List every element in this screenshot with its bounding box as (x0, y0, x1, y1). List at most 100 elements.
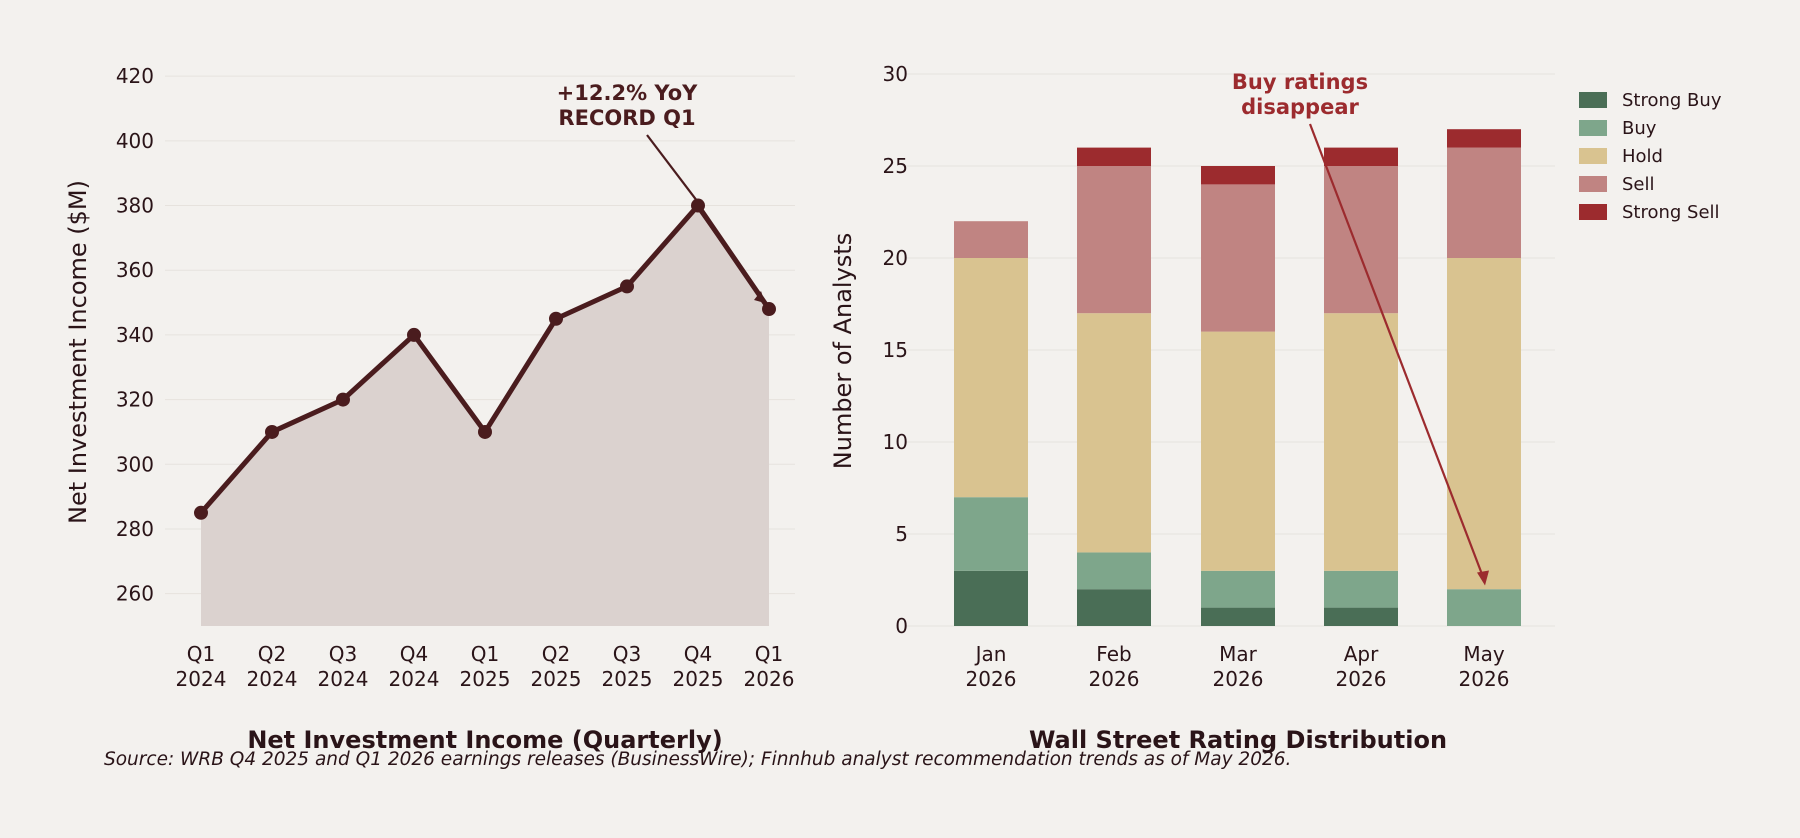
bar-buy-segment (1324, 570, 1398, 608)
ratings-x-tick-label-line-1: Feb (1096, 642, 1131, 666)
income-area (201, 205, 769, 627)
income-x-tick-label-line-1: Q3 (613, 642, 641, 666)
income-x-tick-label-line-1: Q1 (471, 642, 499, 666)
ratings-y-tick-label: 5 (895, 522, 908, 546)
income-x-tick-label-line-2: 2025 (602, 667, 653, 691)
income-data-point (194, 505, 208, 520)
ratings-bars (954, 129, 1521, 626)
income-y-axis-title: Net Investment Income ($M) (64, 180, 92, 524)
income-annotation-line-2: RECORD Q1 (558, 106, 695, 130)
ratings-y-tick-label: 25 (883, 154, 908, 178)
income-x-tick-label-line-1: Q2 (542, 642, 570, 666)
income-x-tick-label-line-2: 2025 (531, 667, 582, 691)
bar-sell-segment (954, 221, 1028, 258)
bar-strong-buy-segment (1324, 607, 1398, 626)
legend-swatch-strong-sell (1579, 204, 1607, 220)
income-data-point (691, 198, 705, 213)
ratings-annotation-arrowhead (1477, 570, 1489, 586)
bar-buy-segment (954, 497, 1028, 571)
ratings-x-tick-label-line-2: 2026 (1459, 667, 1510, 691)
income-x-tick-label-line-1: Q2 (258, 642, 286, 666)
ratings-x-tick-label-line-1: May (1463, 642, 1505, 666)
income-x-tick-label: Q1 2026 (744, 642, 795, 691)
income-data-point (407, 327, 421, 342)
income-y-tick-label: 400 (116, 129, 154, 153)
income-x-tick-label: Q1 2025 (460, 642, 511, 691)
ratings-x-tick-label: Apr 2026 (1336, 642, 1387, 691)
legend-swatch-strong-buy (1579, 92, 1607, 108)
income-annotation-line-1: +12.2% YoY (557, 81, 698, 105)
income-x-tick-label-line-2: 2026 (744, 667, 795, 691)
ratings-x-tick-label-line-2: 2026 (966, 667, 1017, 691)
income-y-tick-label: 320 (116, 388, 154, 412)
bar-hold-segment (1447, 258, 1521, 590)
ratings-x-tick-label-line-2: 2026 (1213, 667, 1264, 691)
income-y-tick-label: 340 (116, 323, 154, 347)
legend-label-sell: Sell (1622, 174, 1655, 195)
bar-strong-sell-segment (1077, 147, 1151, 166)
legend-label-strong-sell: Strong Sell (1622, 202, 1720, 223)
ratings-x-tick-label-line-1: Jan (974, 642, 1007, 666)
ratings-y-ticks: 0 5 10 15 20 25 30 (883, 62, 908, 638)
ratings-annotation: Buy ratings disappear (1232, 70, 1489, 586)
legend-label-hold: Hold (1622, 146, 1663, 167)
income-x-tick-label: Q3 2024 (318, 642, 369, 691)
ratings-y-axis-title: Number of Analysts (829, 233, 857, 469)
income-y-tick-label: 420 (116, 64, 154, 88)
income-annotation-text: +12.2% YoY RECORD Q1 (557, 81, 698, 130)
ratings-x-tick-label-line-2: 2026 (1089, 667, 1140, 691)
ratings-x-tick-label: May 2026 (1459, 642, 1510, 691)
legend-label-strong-buy: Strong Buy (1622, 90, 1722, 111)
income-data-point (336, 392, 350, 407)
legend-label-buy: Buy (1622, 118, 1657, 139)
bar-hold-segment (1324, 313, 1398, 571)
income-data-point (478, 424, 492, 439)
income-x-tick-label-line-2: 2024 (389, 667, 440, 691)
income-annotation: +12.2% YoY RECORD Q1 (557, 81, 766, 304)
bar-sell-segment (1201, 184, 1275, 332)
income-x-tick-label-line-2: 2024 (247, 667, 298, 691)
income-x-tick-label: Q4 2024 (389, 642, 440, 691)
ratings-annotation-text: Buy ratings disappear (1232, 70, 1368, 119)
income-x-tick-label-line-1: Q1 (187, 642, 215, 666)
income-annotation-arrow (646, 134, 697, 201)
income-y-tick-label: 380 (116, 194, 154, 218)
income-data-point (265, 424, 279, 439)
income-x-tick-label-line-1: Q1 (755, 642, 783, 666)
income-x-tick-label: Q2 2025 (531, 642, 582, 691)
ratings-y-tick-label: 20 (883, 246, 908, 270)
ratings-chart-title: Wall Street Rating Distribution (1029, 726, 1447, 754)
bar-strong-sell-segment (1201, 166, 1275, 185)
income-x-tick-label-line-2: 2024 (176, 667, 227, 691)
bar-sell-segment (1447, 147, 1521, 258)
income-points (194, 198, 776, 520)
income-x-tick-label-line-1: Q4 (684, 642, 712, 666)
ratings-x-tick-label: Jan 2026 (966, 642, 1017, 691)
income-x-tick-label: Q4 2025 (673, 642, 724, 691)
income-x-tick-label-line-2: 2025 (460, 667, 511, 691)
bar-sell-segment (1077, 166, 1151, 314)
income-x-tick-label-line-1: Q4 (400, 642, 428, 666)
ratings-y-tick-label: 15 (883, 338, 908, 362)
bar-hold-segment (954, 258, 1028, 498)
ratings-annotation-arrow (1308, 123, 1486, 580)
bar-buy-segment (1077, 552, 1151, 590)
income-x-tick-label: Q1 2024 (176, 642, 227, 691)
income-annotation-arrowhead (754, 291, 765, 304)
ratings-y-tick-label: 0 (895, 614, 908, 638)
income-x-tick-label-line-2: 2024 (318, 667, 369, 691)
income-chart-title: Net Investment Income (Quarterly) (247, 726, 722, 754)
ratings-legend: Strong Buy Buy Hold Sell Strong Sell (1579, 90, 1722, 223)
legend-swatch-sell (1579, 176, 1607, 192)
bar-hold-segment (1077, 313, 1151, 553)
ratings-annotation-line-2: disappear (1241, 95, 1359, 119)
income-y-tick-label: 300 (116, 452, 154, 476)
legend-swatch-hold (1579, 148, 1607, 164)
income-x-tick-label: Q3 2025 (602, 642, 653, 691)
ratings-y-tick-label: 10 (883, 430, 908, 454)
bar-strong-buy-segment (1201, 607, 1275, 626)
income-x-tick-label-line-1: Q3 (329, 642, 357, 666)
bar-strong-sell-segment (1324, 147, 1398, 166)
